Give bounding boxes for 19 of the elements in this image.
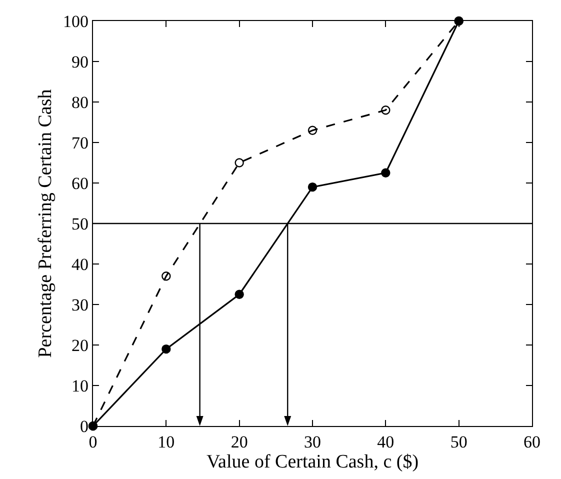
y-tick-label: 80: [72, 92, 88, 112]
x-tick-label: 60: [524, 432, 540, 452]
x-axis-title: Value of Certain Cash, c ($): [206, 452, 419, 472]
y-tick-label: 90: [72, 52, 88, 72]
y-tick-label: 50: [72, 214, 88, 234]
y-tick-label: 30: [72, 295, 88, 314]
x-tick-label: 20: [230, 432, 248, 452]
y-tick-label: 60: [72, 174, 88, 193]
y-tick-label: 10: [72, 376, 88, 396]
y-tick-label: 0: [80, 416, 88, 436]
y-tick-label: 40: [72, 254, 88, 274]
y-tick-label: 20: [72, 336, 88, 355]
x-tick-label: 40: [377, 432, 394, 452]
x-tick-label: 30: [304, 432, 321, 452]
y-tick-label: 70: [72, 133, 88, 152]
x-tick-label: 10: [158, 432, 175, 452]
x-tick-label: 50: [450, 432, 468, 452]
y-axis-title: Percentage Preferring Certain Cash: [34, 88, 56, 358]
y-tick-label: 100: [63, 12, 88, 31]
